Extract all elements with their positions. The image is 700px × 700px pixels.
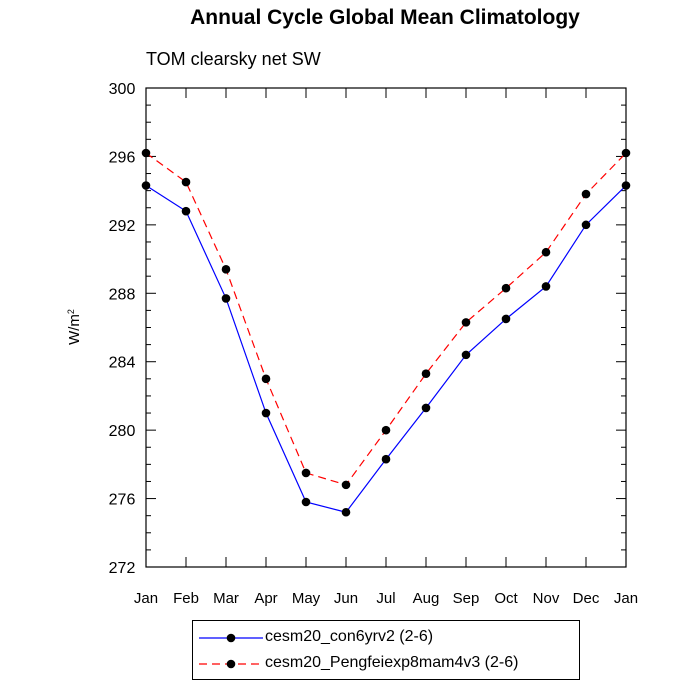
y-tick-label: 300 bbox=[109, 81, 136, 98]
x-tick-label: Oct bbox=[494, 590, 518, 607]
chart-subtitle: TOM clearsky net SW bbox=[146, 49, 321, 69]
data-point-series-1 bbox=[381, 454, 391, 464]
legend-item-series-2: cesm20_Pengfeiexp8mam4v3 (2-6) bbox=[193, 652, 579, 676]
y-tick-label: 280 bbox=[109, 423, 136, 440]
y-axis-label: W/m2 bbox=[66, 309, 83, 345]
data-point-series-2 bbox=[141, 148, 151, 158]
data-point-series-2 bbox=[461, 318, 471, 327]
data-point-series-1 bbox=[341, 507, 351, 517]
data-point-series-2 bbox=[421, 369, 431, 378]
y-tick-label: 272 bbox=[109, 560, 136, 577]
x-tick-label: Apr bbox=[254, 590, 277, 607]
x-tick-label: Jun bbox=[334, 590, 358, 607]
x-tick-label: Dec bbox=[573, 590, 600, 607]
legend: cesm20_con6yrv2 (2-6) cesm20_Pengfeiexp8… bbox=[192, 620, 580, 680]
legend-label-series-1: cesm20_con6yrv2 (2-6) bbox=[265, 628, 434, 645]
y-tick-label: 288 bbox=[109, 286, 136, 303]
x-tick-label: Feb bbox=[173, 590, 199, 607]
y-axis-label-sup: 2 bbox=[66, 309, 76, 314]
x-tick-label: Sep bbox=[453, 590, 480, 607]
data-point-series-2 bbox=[221, 265, 231, 274]
data-point-series-2 bbox=[261, 374, 271, 384]
data-point-series-1 bbox=[501, 314, 511, 324]
data-point-series-1 bbox=[301, 497, 311, 507]
x-tick-label: Aug bbox=[413, 590, 440, 607]
y-tick-label: 296 bbox=[109, 149, 136, 166]
data-point-series-2 bbox=[301, 468, 311, 478]
data-point-series-1 bbox=[461, 350, 471, 360]
data-point-series-2 bbox=[501, 283, 511, 293]
data-point-series-2 bbox=[581, 189, 591, 199]
x-tick-label: Jul bbox=[376, 590, 395, 607]
y-axis-label-base: W/m bbox=[66, 314, 83, 345]
y-tick-label: 292 bbox=[109, 218, 136, 235]
data-point-series-2 bbox=[541, 247, 551, 257]
data-point-series-1 bbox=[421, 403, 431, 413]
x-tick-label: Jan bbox=[134, 590, 158, 607]
legend-item-series-1: cesm20_con6yrv2 (2-6) bbox=[193, 626, 579, 650]
x-tick-label: Mar bbox=[213, 590, 239, 607]
data-point-series-1 bbox=[541, 282, 551, 291]
data-point-series-1 bbox=[141, 181, 151, 190]
data-point-series-1 bbox=[581, 220, 591, 230]
y-tick-label: 276 bbox=[109, 492, 136, 509]
data-point-series-1 bbox=[221, 294, 231, 303]
chart-title: Annual Cycle Global Mean Climatology bbox=[190, 6, 580, 29]
plot-frame bbox=[145, 87, 627, 568]
data-point-series-1 bbox=[621, 181, 631, 190]
legend-swatch-series-1 bbox=[199, 633, 263, 643]
x-tick-label: May bbox=[292, 590, 321, 607]
data-point-series-2 bbox=[181, 177, 191, 187]
x-tick-label: Nov bbox=[533, 590, 560, 607]
y-tick-label: 284 bbox=[109, 355, 136, 372]
data-point-series-1 bbox=[181, 206, 191, 216]
legend-label-series-2: cesm20_Pengfeiexp8mam4v3 (2-6) bbox=[265, 654, 519, 671]
data-point-series-2 bbox=[341, 480, 351, 490]
x-tick-label: Jan bbox=[614, 590, 638, 607]
data-point-series-2 bbox=[621, 148, 631, 158]
legend-marker-series-1 bbox=[226, 633, 236, 643]
legend-marker-series-2 bbox=[226, 659, 236, 669]
data-point-series-2 bbox=[381, 425, 391, 435]
data-point-series-1 bbox=[261, 408, 271, 418]
series-line-2 bbox=[145, 152, 627, 486]
legend-swatch-series-2 bbox=[199, 659, 263, 669]
